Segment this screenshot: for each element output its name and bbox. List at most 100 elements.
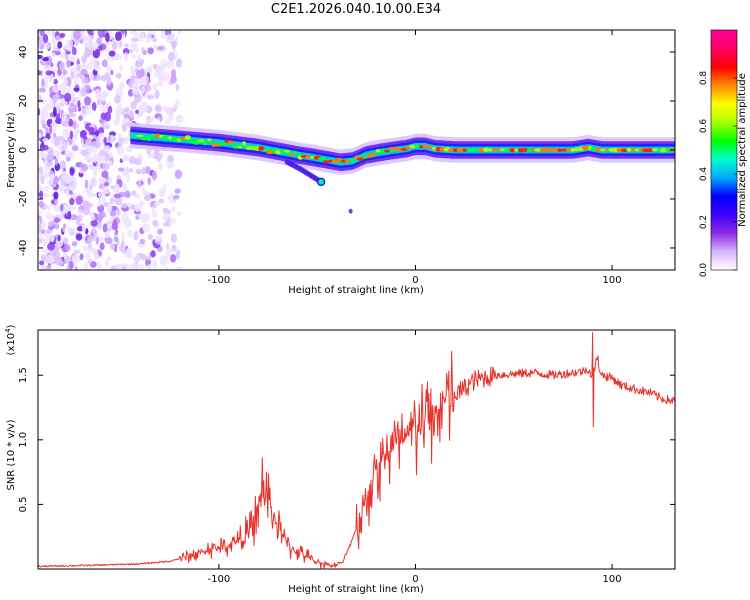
spectrogram-noise-cell [65,189,69,198]
spectrogram-noise-cell [45,127,49,135]
spectrogram-noise-cell [142,223,151,233]
spectrogram-ridge-cell [203,141,208,146]
snr-frame [37,329,676,570]
spectrogram-ridge-cell [379,148,386,153]
spectrogram-noise-cell [125,191,131,198]
spectrogram-noise-cell [53,191,59,200]
spectrogram-noise-cell [64,149,69,158]
spectrogram-noise-cell [86,188,94,198]
spectrogram-noise-cell [104,111,112,122]
spectrogram-noise-cell [123,113,130,119]
spectrogram-ridge-cell [237,145,242,149]
spectrogram-noise-cell [165,247,172,257]
spectrogram-noise-cell [70,70,75,79]
spectrogram-noise-cell [68,112,77,118]
spectrogram-noise-cell [55,113,61,123]
spectrogram-ridge-cell [384,149,390,153]
spectrogram-noise-cell [52,250,61,260]
spectrogram-noise-cell [158,198,164,204]
spectrogram-noise-cell [152,44,158,49]
spectrogram-ridge-cell [196,139,205,143]
spectrogram-noise-cell [102,223,108,233]
spectrogram-noise-cell [69,197,75,206]
spectrogram-noise-cell [150,250,156,258]
spectrogram-noise-cell [158,76,164,85]
spectrogram-noise-cell [81,163,88,172]
spectrogram-noise-cell [172,194,180,200]
spectrogram-noise-cell [71,254,79,260]
spectrogram-ridge-cell [170,137,179,142]
spectrogram-noise-cell [144,166,151,175]
spectrogram-ridge-cell [293,151,299,155]
spectrogram-noise-cell [41,78,45,87]
spectrogram-noise-cell [108,160,113,166]
spectrogram-noise-cell [38,210,43,215]
snr-y-label: SNR (10 * v/v) [6,419,17,490]
spectrogram-noise-cell [58,61,65,71]
spectrogram-y-label: Frequency (Hz) [6,112,17,188]
spectrogram-ridge-cell [462,148,467,152]
spectrogram-noise-cell [46,212,51,221]
spectrogram-noise-cell [109,197,115,204]
snr-x-tick-label: 100 [603,574,622,585]
spectrogram-noise-cell [63,141,70,149]
spectrogram-ridge-cell [482,147,490,152]
spectrogram-noise-cell [88,243,92,249]
spectrogram-noise-cell [146,256,151,261]
spectrogram-x-ticks: -100 0 100 [208,30,622,286]
spectrogram-noise-cell [76,73,84,78]
spectrogram-noise-cell [126,265,134,270]
snr-y-ticks: 0.5 1.0 1.5 [18,367,675,512]
spectrogram-noise-cell [52,40,56,51]
spectrogram-noise-cell [84,179,89,189]
snr-y-tick-label: 1.0 [18,432,29,448]
chart-title: C2E1.2026.040.10.00.E34 [271,2,441,17]
spectrogram-noise-cell [40,229,46,235]
spectrogram-noise-cell [53,139,60,146]
spectrogram-ridge-cell [492,148,498,152]
spectrogram-noise-cell [145,118,151,125]
spectrogram-noise-cell [143,104,149,111]
spectrogram-noise-cell [152,259,158,270]
spectrogram-noise-cell [162,208,169,213]
spectrogram-noise-cell [42,33,49,43]
spectrogram-noise-cell [137,32,145,42]
spectrogram-ridge-cell [207,138,212,141]
spectrogram-ridge-cell [331,159,338,164]
spectrogram-noise-cell [66,43,72,52]
spectrogram-x-label: Height of straight line (km) [288,285,424,296]
spectrogram-noise-cell [101,170,109,179]
snr-y-tick-label: 0.5 [18,496,29,512]
spectrogram-noise-cell [122,265,127,270]
spectrogram-noise-cell [67,210,72,220]
spectrogram-noise-cell [139,200,145,206]
spectrogram-noise-cell [168,193,175,204]
spectrogram-noise-cell [39,30,45,36]
spectrogram-noise-cell [43,185,50,192]
spectrogram-noise-cell [61,119,70,127]
spectrogram-noise-cell [121,123,127,132]
spectrogram-noise-cell [141,187,146,195]
spectrogram-noise-cell [132,89,140,95]
spectrogram-ridge-cell [570,148,576,152]
spectrogram-noise-cell [107,55,115,61]
snr-multiplier-base: (x10 [6,333,17,356]
spectrogram-noise-cell [91,213,96,221]
spectrogram-noise-cell [88,126,95,136]
spectrogram-noise-cell [53,106,57,117]
spectrogram-noise-cell [71,193,78,200]
spectrogram-noise-cell [147,177,152,186]
spectrogram-noise-cell [99,242,105,251]
spectrogram-noise-cell [49,173,56,179]
spectrogram-noise-cell [155,67,160,75]
spectrogram-noise-cell [144,82,151,93]
spectrogram-noise-cell [136,53,141,62]
spectrogram-noise-cell [145,33,152,44]
spectrogram-ridge-cell [375,149,381,153]
spectrogram-noise-cell [78,115,83,121]
snr-x-tick-label: 0 [412,574,418,585]
spectrogram-noise-cell [94,64,101,72]
spectrogram-noise-cell [71,145,79,152]
spectrogram-noise-cell [92,166,98,172]
spectrogram-noise-cell [87,235,95,242]
